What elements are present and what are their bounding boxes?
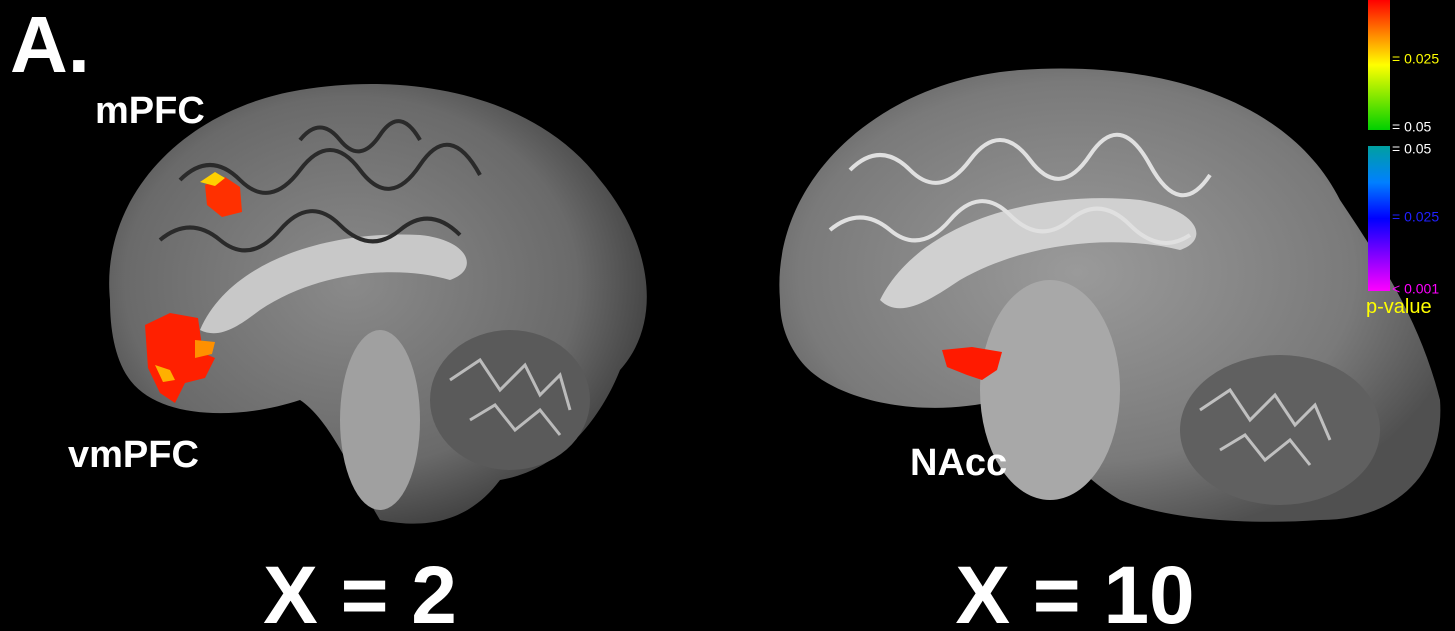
- colorbar-label: = 0.05: [1392, 119, 1432, 135]
- slice-caption: X = 10: [955, 550, 1194, 631]
- colorbar-label: = 0.025: [1392, 209, 1439, 225]
- colorbar: = 0.025 = 0.05 = 0.05 = 0.025 < 0.001 p-…: [1366, 0, 1439, 318]
- region-label: NAcc: [910, 442, 1007, 484]
- colorbar-label: = 0.05: [1392, 141, 1432, 157]
- figure: A. mPFC vmPFC NAcc X = 2 X = 10 = 0.025 …: [0, 0, 1455, 631]
- colorbar-negative: [1368, 146, 1390, 291]
- region-label: mPFC: [95, 90, 205, 132]
- colorbar-title: p-value: [1366, 296, 1432, 318]
- brain-slice-right: [779, 69, 1440, 522]
- panel-label: A.: [10, 0, 90, 89]
- slice-caption: X = 2: [263, 550, 457, 631]
- colorbar-label: = 0.025: [1392, 51, 1439, 67]
- colorbar-label: < 0.001: [1392, 281, 1439, 297]
- colorbar-positive: [1368, 0, 1390, 130]
- region-label: vmPFC: [68, 434, 199, 476]
